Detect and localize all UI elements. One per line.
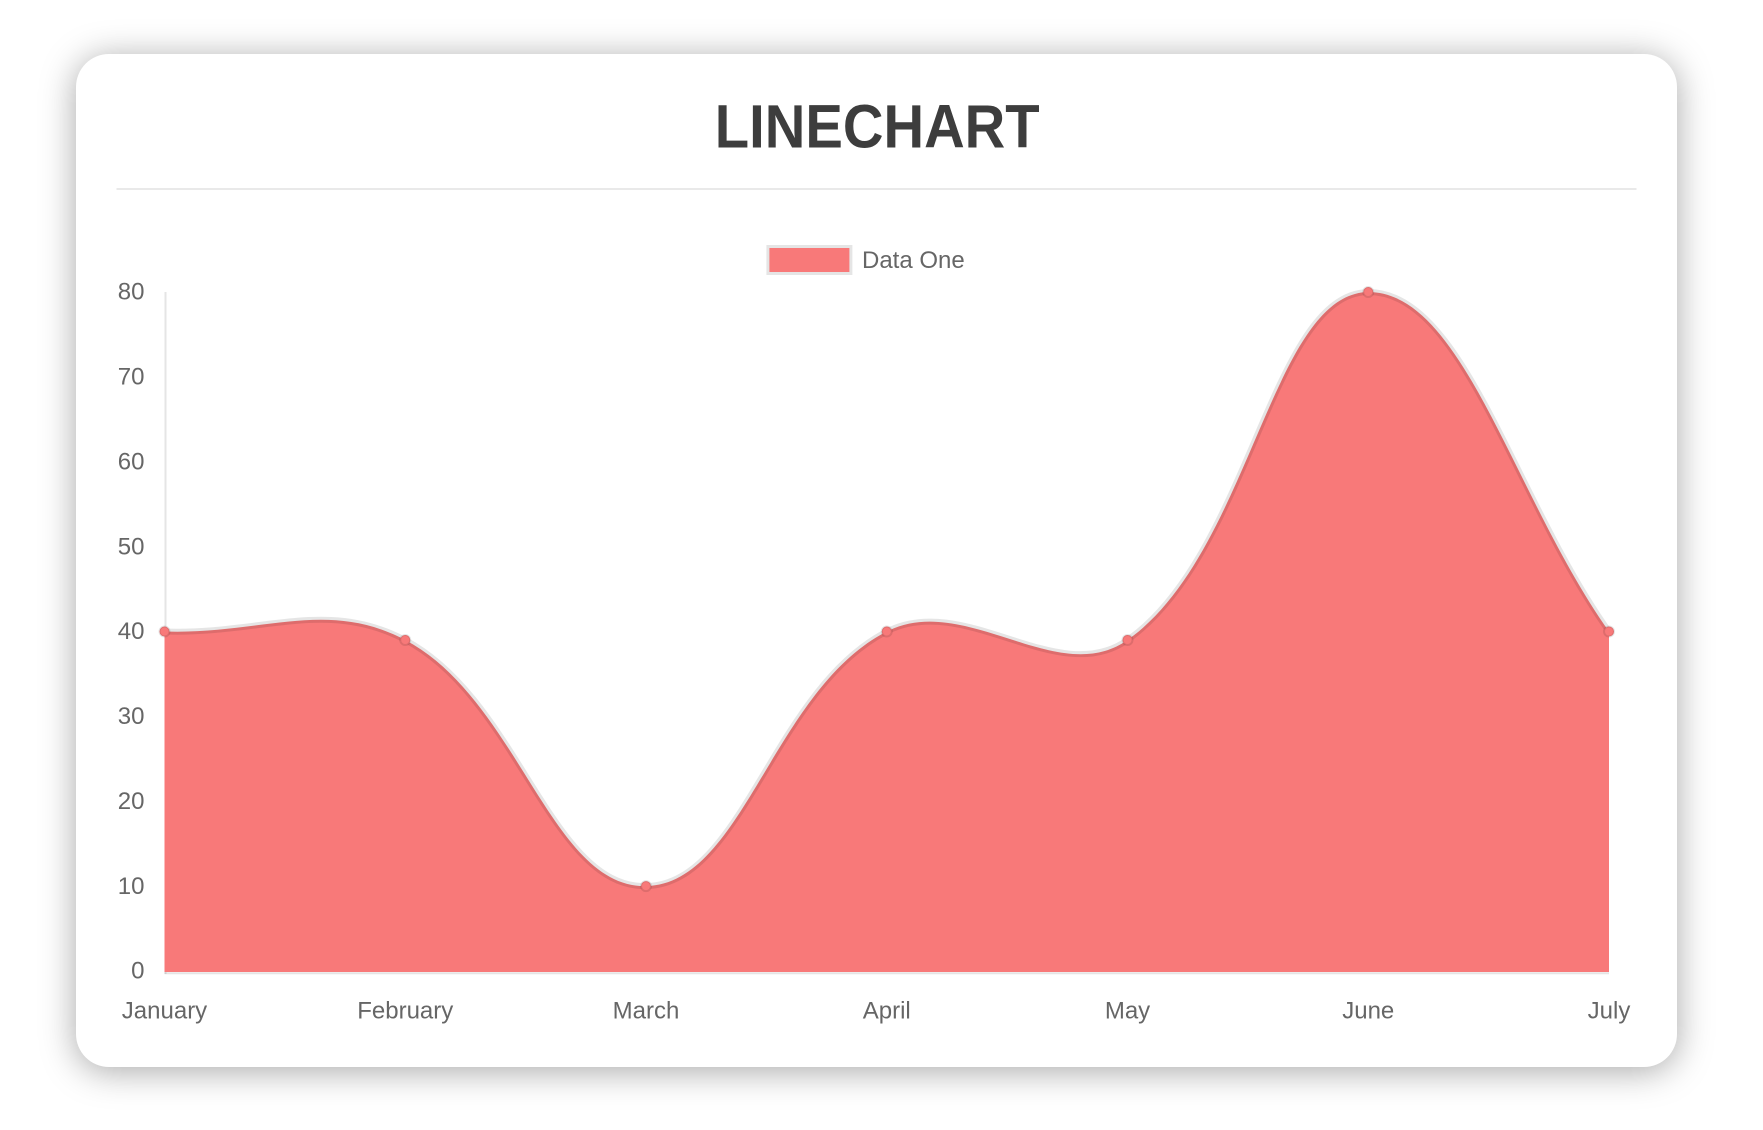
svg-text:20: 20: [118, 788, 145, 815]
svg-text:January: January: [122, 998, 207, 1025]
svg-text:June: June: [1342, 998, 1394, 1025]
svg-text:February: February: [357, 998, 453, 1025]
svg-text:March: March: [613, 998, 680, 1025]
svg-text:July: July: [1588, 998, 1631, 1025]
svg-text:50: 50: [118, 533, 145, 560]
svg-text:Data One: Data One: [862, 247, 965, 274]
svg-text:80: 80: [118, 279, 145, 306]
svg-text:LINECHART: LINECHART: [715, 93, 1040, 161]
svg-text:10: 10: [118, 873, 145, 900]
svg-text:60: 60: [118, 449, 145, 476]
svg-text:0: 0: [131, 958, 144, 985]
svg-text:70: 70: [118, 364, 145, 391]
svg-text:40: 40: [118, 618, 145, 645]
svg-text:April: April: [863, 998, 911, 1025]
svg-text:May: May: [1105, 998, 1150, 1025]
svg-text:30: 30: [118, 703, 145, 730]
